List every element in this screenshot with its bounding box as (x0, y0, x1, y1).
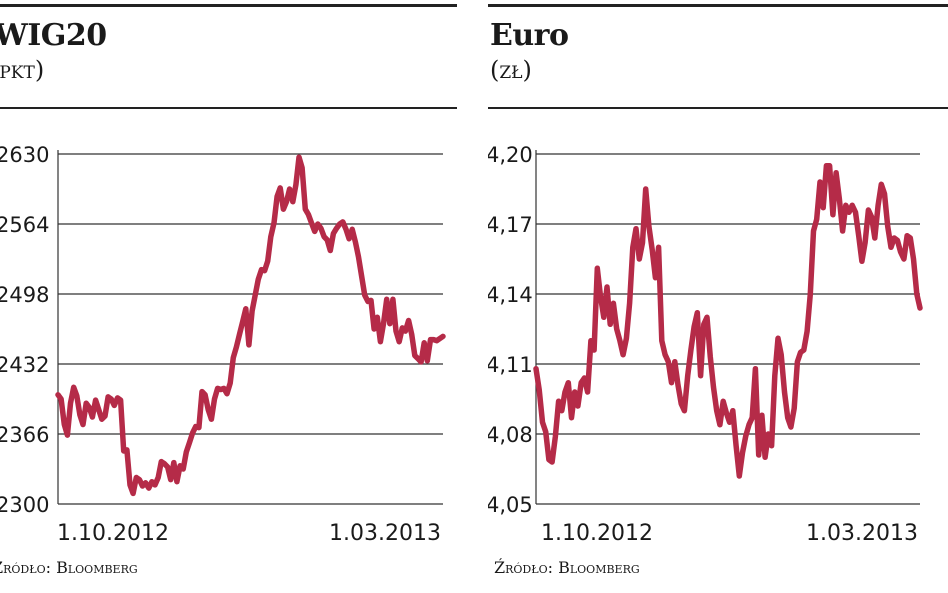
source-note: Źródło: Bloomberg (494, 558, 640, 577)
chart-title: Euro (490, 18, 569, 53)
x-tick-label: 1.03.2013 (806, 521, 918, 546)
y-tick-label: 2432 (0, 353, 49, 377)
euro-line-chart: 4,20 4,17 4,14 4,11 4,08 4,05 1.10.2012 1.03.20… (488, 143, 923, 546)
source-note: Źródło: Bloomberg (0, 558, 138, 577)
y-tick-label: 4,20 (488, 143, 533, 167)
chart-unit: (pkt) (0, 56, 45, 84)
y-tick-label: 4,08 (488, 423, 533, 447)
y-tick-label: 2564 (0, 213, 49, 237)
series-line (533, 162, 923, 479)
y-tick-label: 2498 (0, 283, 49, 307)
wig20-line-chart: 2630 2564 2498 2432 2366 2300 1.10.2012 1.03.20… (0, 143, 446, 546)
y-tick-label: 2366 (0, 423, 49, 447)
y-tick-label: 4,14 (488, 283, 533, 307)
series-line (55, 154, 446, 497)
chart-title: WIG20 (0, 18, 107, 53)
top-rule (0, 4, 457, 7)
y-tick-label: 2630 (0, 143, 49, 167)
y-tick-label: 4,11 (488, 353, 533, 377)
top-rule (488, 4, 948, 7)
y-tick-label: 2300 (0, 493, 49, 517)
y-tick-label: 4,17 (488, 213, 533, 237)
chart-unit: (zł) (490, 56, 532, 84)
y-tick-label: 4,05 (488, 493, 533, 517)
x-tick-label: 1.03.2013 (329, 521, 441, 546)
header-rule (488, 107, 948, 109)
x-tick-label: 1.10.2012 (57, 521, 169, 546)
euro-panel: Euro (zł) 4,20 4,17 4,14 4,11 4,08 4,05 1.10.2… (488, 0, 948, 593)
wig20-panel: WIG20 (pkt) 2630 2564 2498 2432 2366 2300 1.10… (0, 0, 460, 593)
x-tick-label: 1.10.2012 (541, 521, 653, 546)
header-rule (0, 107, 457, 109)
